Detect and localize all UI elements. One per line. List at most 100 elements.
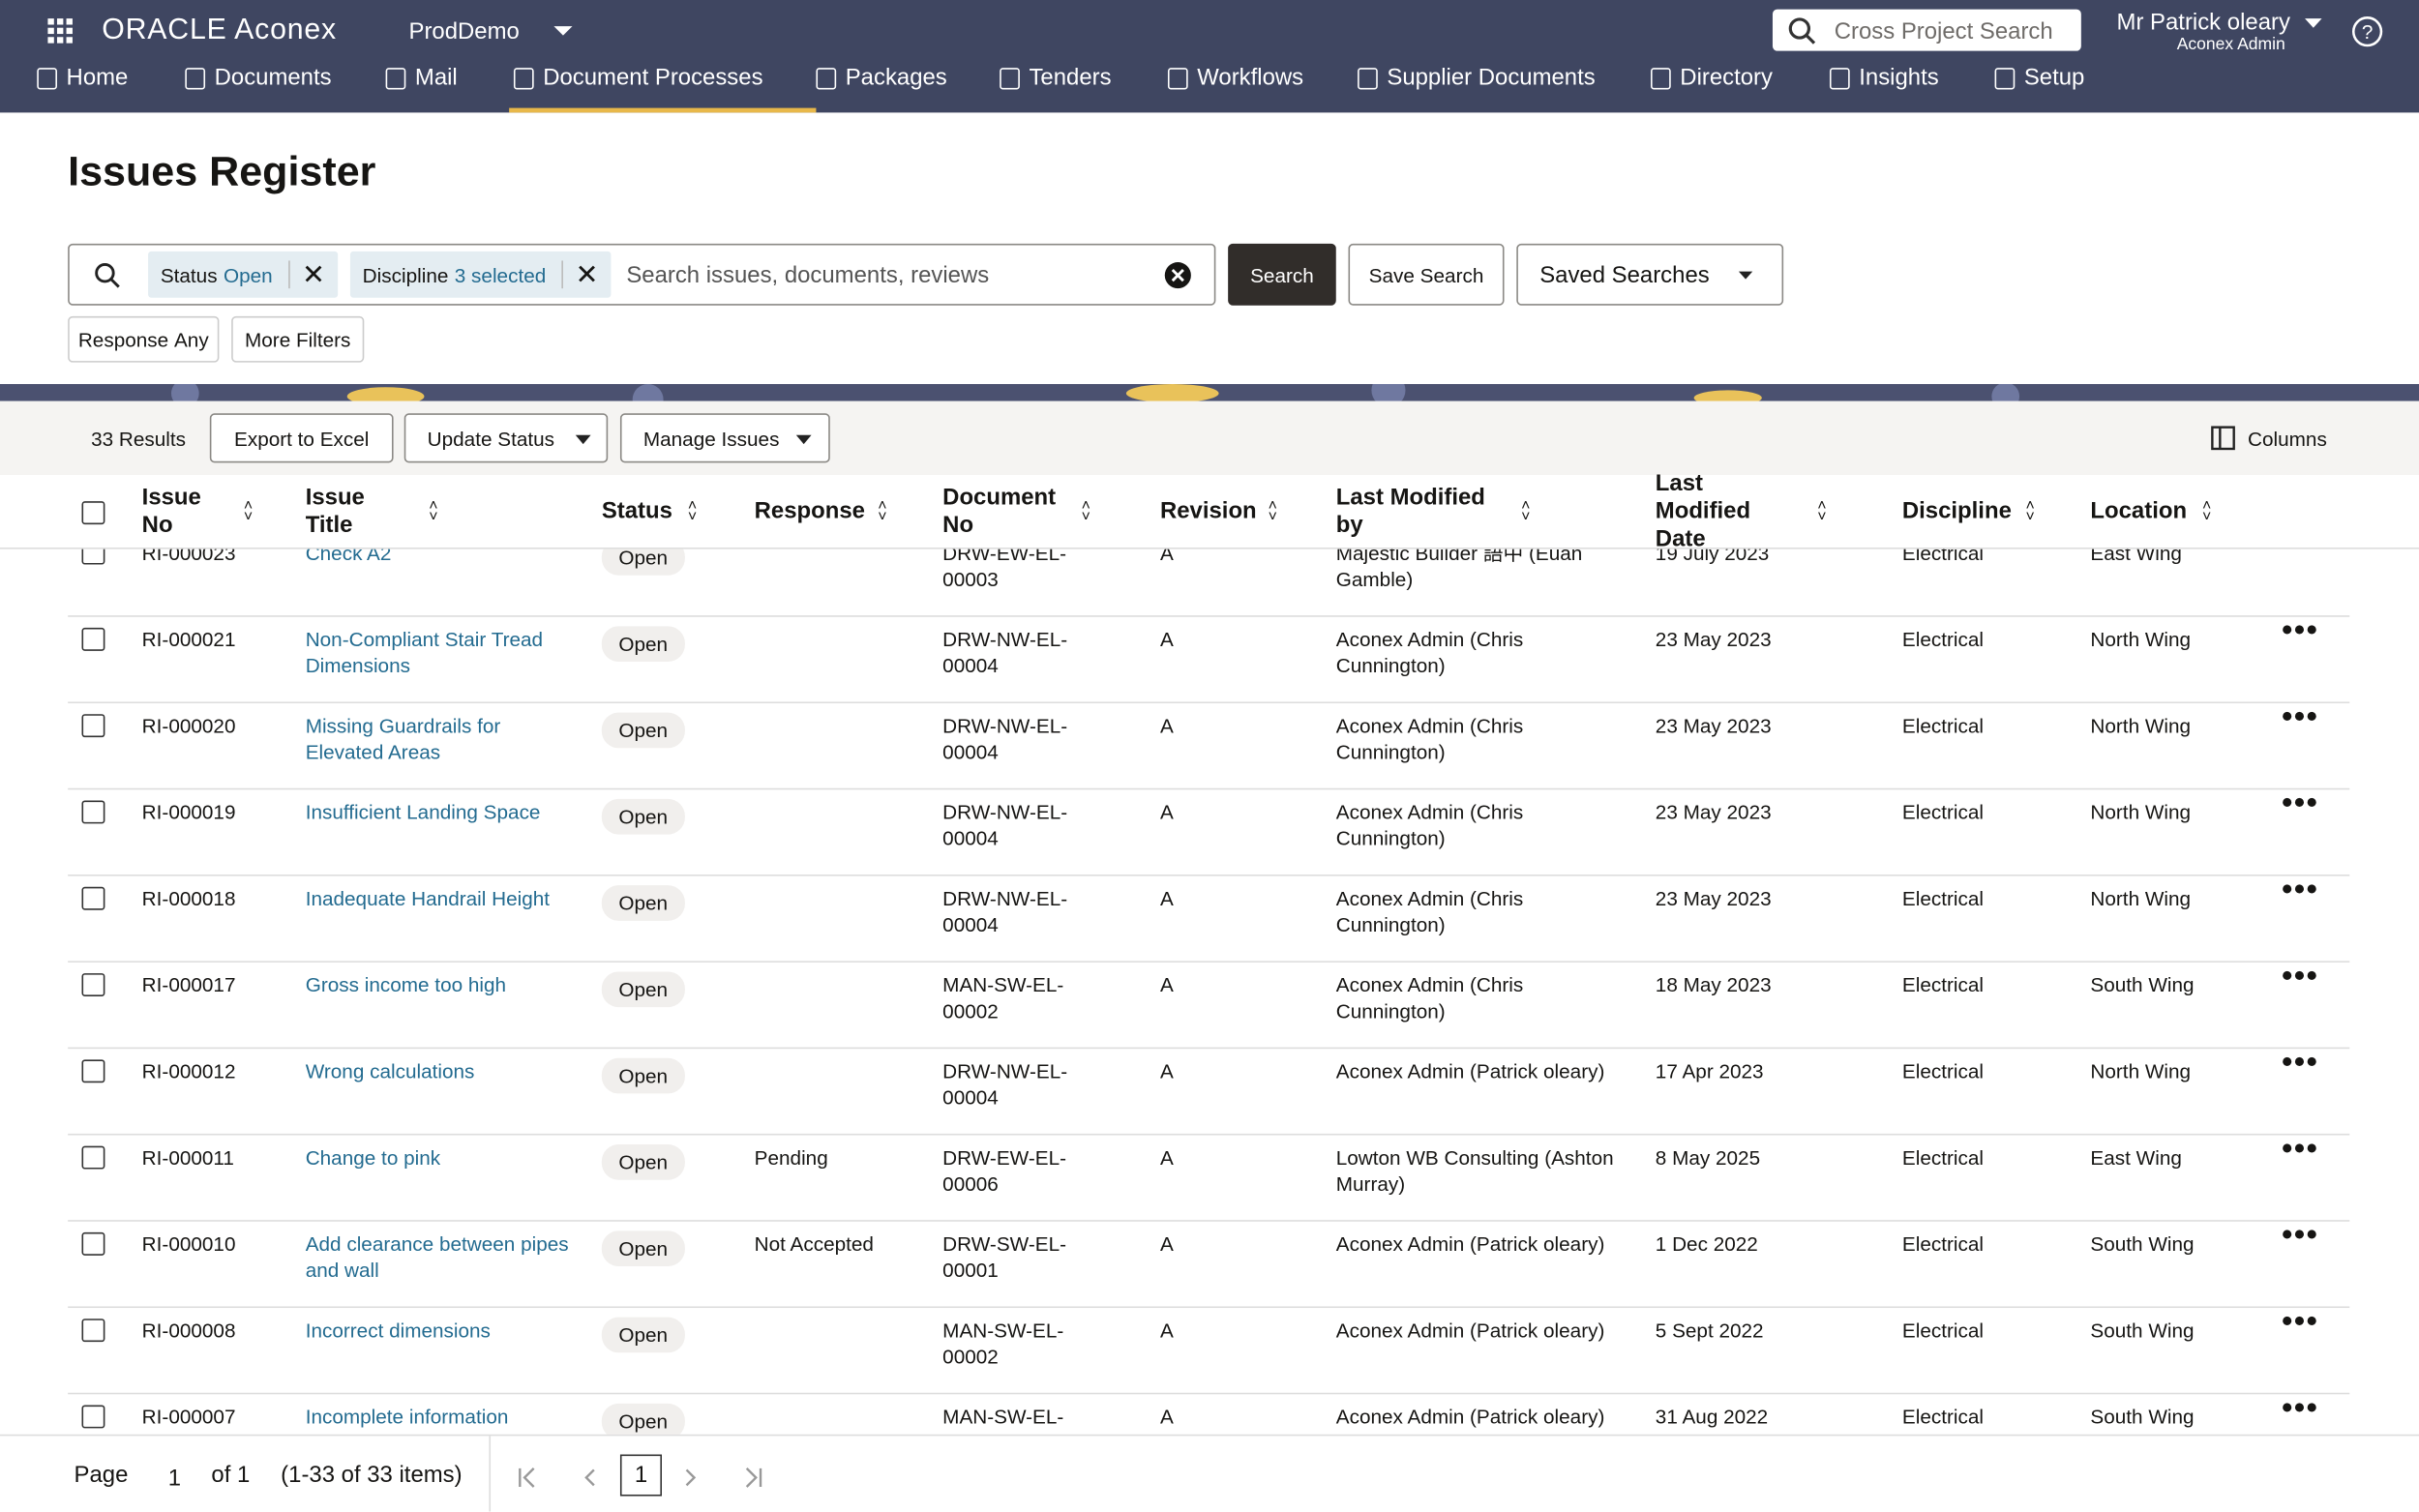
update-status[interactable]: Update Status (403, 413, 609, 463)
issue-title-link[interactable]: Non-Compliant Stair Tread Dimensions (305, 627, 544, 677)
row-actions[interactable]: ••• (2282, 786, 2319, 821)
search-box[interactable]: Status Open ✕ Discipline 3 selected ✕ Search … (68, 243, 1216, 306)
status-cell: Open (601, 798, 685, 835)
row-checkbox[interactable] (81, 1405, 105, 1429)
more-filters[interactable]: More Filters (231, 315, 365, 363)
nav-item[interactable]: Directory (1651, 65, 1773, 91)
export-button[interactable]: Export to Excel (209, 413, 394, 463)
toolbar: 33 Results Export to Excel Update Status… (0, 400, 2419, 476)
row-checkbox[interactable] (81, 627, 105, 651)
nav-item[interactable]: Workflows (1167, 65, 1303, 91)
table-row: RI-000018 Inadequate Handrail Height Open D… (68, 873, 2350, 963)
project[interactable]: ProdDemo (408, 18, 520, 45)
columns-button[interactable]: Columns (2248, 427, 2327, 451)
issue-title-link[interactable]: Insufficient Landing Space (305, 800, 541, 824)
divider (489, 1436, 492, 1512)
row-checkbox[interactable] (81, 1319, 105, 1343)
column-header[interactable]: Response ˄ ˅ (755, 475, 887, 548)
row-checkbox[interactable] (81, 973, 105, 996)
select-all[interactable] (81, 501, 105, 525)
row-checkbox[interactable] (81, 1059, 105, 1083)
nav-item[interactable]: Document Processes (513, 65, 763, 91)
table-cell: RI-000011 (141, 1145, 234, 1170)
brand[interactable]: ORACLE Aconex (102, 14, 337, 46)
column-header[interactable]: Issue No ˄ ˅ (142, 475, 254, 548)
column-header[interactable]: Last Modified by ˄ ˅ (1336, 475, 1531, 548)
issue-title-link[interactable]: Incorrect dimensions (305, 1319, 491, 1343)
issue-title-link[interactable]: Inadequate Handrail Height (305, 886, 551, 910)
row-actions[interactable]: ••• (2282, 873, 2319, 907)
row-actions[interactable]: ••• (2282, 1391, 2319, 1426)
issue-title-link[interactable]: Missing Guardrails for Elevated Areas (305, 714, 501, 764)
table-header: Issue No ˄ ˅ Issue Title ˄ ˅ Status ˄ ˅ Response ˄… (0, 469, 2419, 551)
help-icon[interactable]: ? (2351, 15, 2383, 47)
nav-item[interactable]: Home (37, 65, 128, 91)
search-placeholder: Search issues, documents, reviews (626, 262, 990, 289)
status-pill: Open (601, 971, 685, 1008)
row-actions[interactable]: ••• (2282, 1132, 2319, 1167)
row-actions[interactable]: ••• (2282, 1218, 2319, 1253)
filter-chip[interactable]: Status Open ✕ (148, 251, 338, 298)
chip-remove[interactable]: ✕ (287, 260, 325, 288)
clear-icon[interactable] (1163, 260, 1192, 289)
row-actions[interactable]: ••• (2282, 1304, 2319, 1339)
nav-icon (816, 67, 837, 89)
row-checkbox[interactable] (81, 714, 105, 738)
row-checkbox[interactable] (81, 1145, 105, 1170)
column-header[interactable]: Revision ˄ ˅ (1160, 475, 1277, 548)
nav-item[interactable]: Setup (1994, 65, 2084, 91)
column-header[interactable]: Location ˄ ˅ (2090, 475, 2211, 548)
column-header[interactable]: Status ˄ ˅ (602, 475, 697, 548)
nav-item[interactable]: Mail (385, 65, 458, 91)
row-actions[interactable]: ••• (2282, 613, 2319, 648)
table-cell: Electrical (1901, 1405, 1984, 1429)
row-checkbox[interactable] (81, 548, 105, 565)
user-name[interactable]: Mr Patrick oleary (2116, 9, 2290, 36)
issue-title-link[interactable]: Change to pink (305, 1145, 441, 1170)
table-cell: A (1159, 627, 1174, 651)
issue-title-link[interactable]: Check A2 (305, 548, 392, 565)
table-cell: 23 May 2023 (1655, 800, 1772, 824)
sort-icon: ˄ ˅ (878, 497, 887, 525)
current-page[interactable]: 1 (619, 1454, 662, 1497)
filter-chip[interactable]: Discipline 3 selected ✕ (349, 251, 612, 298)
row-actions[interactable]: ••• (2282, 959, 2319, 993)
column-header[interactable]: Document No ˄ ˅ (942, 475, 1090, 548)
row-checkbox[interactable] (81, 800, 105, 824)
table-row: RI-000008 Incorrect dimensions Open MAN-SW-… (68, 1304, 2350, 1395)
nav-item[interactable]: Supplier Documents (1358, 65, 1596, 91)
issue-title-link[interactable]: Add clearance between pipes and wall (305, 1231, 569, 1282)
column-header[interactable]: Last Modified Date ˄ ˅ (1656, 469, 1827, 551)
row-checkbox[interactable] (81, 1231, 105, 1256)
saved-searches[interactable]: Saved Searches (1516, 243, 1784, 306)
chip-label: Status (160, 262, 218, 286)
row-checkbox[interactable] (81, 886, 105, 910)
row-actions[interactable]: ••• (2282, 548, 2318, 560)
chip-remove[interactable]: ✕ (561, 260, 599, 288)
column-title: Discipline (1901, 497, 2012, 524)
search-button[interactable]: Search (1228, 243, 1336, 306)
row-actions[interactable]: ••• (2282, 699, 2319, 734)
status-cell: Open (601, 712, 685, 749)
column-header[interactable]: Discipline ˄ ˅ (1902, 475, 2035, 548)
page-input[interactable]: 1 (167, 1465, 182, 1492)
nav-item[interactable]: Packages (816, 65, 947, 91)
nav-item[interactable]: Documents (185, 65, 332, 91)
issue-title-link[interactable]: Incomplete information (305, 1405, 509, 1429)
cross-search[interactable]: Cross Project Search (1772, 9, 2081, 51)
apps-icon[interactable] (46, 17, 75, 45)
table-cell: 8 May 2025 (1655, 1145, 1761, 1170)
table-row: RI-000019 Insufficient Landing Space Open D… (68, 786, 2350, 876)
manage-issues[interactable]: Manage Issues (619, 413, 830, 463)
chip-value: Open (223, 262, 273, 286)
table-cell: Electrical (1901, 1059, 1984, 1083)
column-header[interactable]: Issue Title ˄ ˅ (306, 475, 438, 548)
table-cell: Aconex Admin (Chris Cunnington) (1335, 800, 1524, 850)
save-search[interactable]: Save Search (1348, 243, 1505, 306)
response-filter[interactable]: Response Any (68, 315, 220, 363)
issue-title-link[interactable]: Gross income too high (305, 973, 507, 996)
nav-item[interactable]: Insights (1829, 65, 1939, 91)
nav-item[interactable]: Tenders (1000, 65, 1112, 91)
issue-title-link[interactable]: Wrong calculations (305, 1059, 475, 1083)
row-actions[interactable]: ••• (2282, 1046, 2319, 1081)
